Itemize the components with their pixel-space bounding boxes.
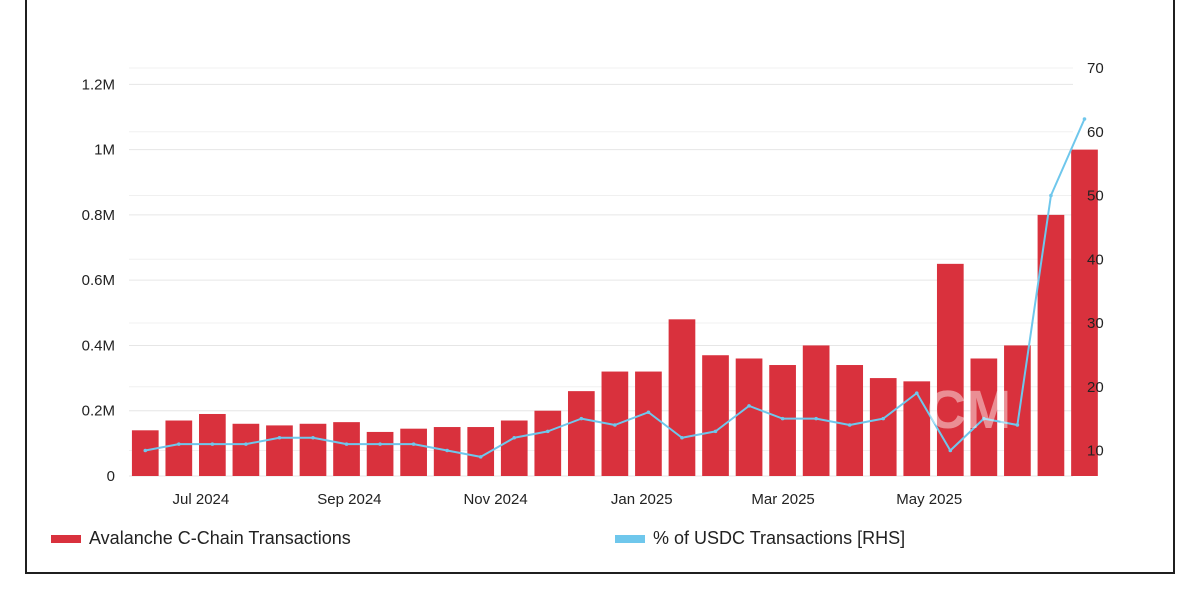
y-right-tick-label: 10 (1087, 443, 1104, 460)
y-right-tick-label: 20 (1087, 379, 1104, 396)
line-point (1015, 423, 1020, 427)
line-point (311, 435, 315, 440)
line-point (646, 410, 651, 415)
line-series-group (143, 117, 1087, 459)
line-point (713, 429, 718, 434)
y-left-tick-label: 1.2M (82, 76, 115, 93)
line-point (1082, 117, 1087, 121)
y-left-tick-label: 0.6M (82, 272, 115, 289)
bar-mark (903, 381, 931, 476)
bar-mark (500, 420, 528, 476)
y-right-tick-label: 50 (1087, 188, 1104, 205)
legend-label-transactions: Avalanche C-Chain Transactions (89, 528, 351, 548)
line-point (780, 416, 785, 421)
line-point (344, 442, 349, 446)
x-tick-label: Jan 2025 (611, 491, 673, 508)
legend-swatch-line (615, 534, 645, 543)
line-point (814, 416, 818, 421)
legend-swatch-bar (51, 534, 81, 543)
x-tick-label: Nov 2024 (463, 491, 527, 508)
line-point (512, 435, 517, 440)
watermark-text: CM (927, 380, 1011, 440)
legend-item-usdc[interactable]: % of USDC Transactions [RHS] (615, 528, 905, 549)
bar-mark (668, 319, 696, 476)
bar-mark (333, 422, 360, 476)
line-point (445, 448, 449, 453)
line-point (613, 423, 617, 427)
bar-mark (869, 378, 897, 476)
line-point (143, 448, 148, 453)
line-point (478, 455, 483, 459)
chart-svg: CM 0 0.2M 0.4M 0.6M 0.8M 1M 1.2M 10 20 30 40 50 60 70… (82, 60, 1104, 508)
line-point (545, 429, 550, 434)
legend-label-usdc: % of USDC Transactions [RHS] (653, 528, 906, 548)
line-point (680, 435, 684, 440)
line-point (914, 391, 919, 395)
y-left-tick-label: 1M (94, 142, 115, 159)
y-right-tick-label: 70 (1087, 60, 1104, 77)
line-point (747, 404, 751, 408)
line-point (881, 416, 886, 421)
bar-mark (635, 371, 662, 476)
bar-mark (232, 423, 260, 476)
line-point (277, 435, 282, 440)
legend-item-transactions[interactable]: Avalanche C-Chain Transactions (51, 528, 351, 549)
x-tick-label: Sep 2024 (317, 491, 381, 508)
x-tick-label: Jul 2024 (173, 491, 230, 508)
bar-mark (936, 263, 964, 476)
y-left-tick-label: 0.4M (82, 337, 115, 354)
line-point (579, 416, 584, 421)
bar-mark (131, 430, 159, 476)
y-right-tick-label: 60 (1087, 124, 1104, 141)
bar-mark (735, 358, 763, 476)
bar-mark (165, 420, 193, 476)
bar-series-group (131, 149, 1098, 476)
line-point (244, 442, 248, 446)
line-point (177, 442, 181, 446)
y-left-tick-label: 0.8M (82, 207, 115, 224)
y-right-tick-label: 40 (1087, 251, 1104, 268)
bar-mark (534, 410, 562, 476)
bar-mark (567, 391, 595, 476)
bar-mark (400, 428, 427, 476)
bar-mark (769, 365, 796, 476)
bar-mark (366, 431, 394, 476)
grid-lines (129, 67, 1073, 477)
line-point (378, 442, 382, 446)
y-right-tick-label: 30 (1087, 315, 1104, 332)
y-left-tick-label: 0.2M (82, 403, 115, 420)
chart-frame: CM 0 0.2M 0.4M 0.6M 0.8M 1M 1.2M 10 20 30 40 50 60 70… (25, 0, 1175, 574)
line-point (1049, 193, 1053, 198)
line-point (982, 416, 986, 421)
bar-mark (802, 345, 830, 476)
bar-mark (266, 425, 293, 476)
line-point (847, 423, 852, 427)
line-point (411, 442, 416, 446)
x-tick-label: Mar 2025 (751, 491, 814, 508)
line-point (210, 442, 215, 446)
bar-mark (299, 423, 327, 476)
axis-labels: 0 0.2M 0.4M 0.6M 0.8M 1M 1.2M 10 20 30 40 50 60 70 Jul… (82, 60, 1104, 508)
bar-mark (836, 365, 864, 476)
x-tick-label: May 2025 (896, 491, 962, 508)
y-left-tick-label: 0 (107, 468, 115, 485)
bar-mark (1071, 149, 1098, 476)
bar-mark (702, 355, 729, 476)
line-point (948, 448, 953, 453)
